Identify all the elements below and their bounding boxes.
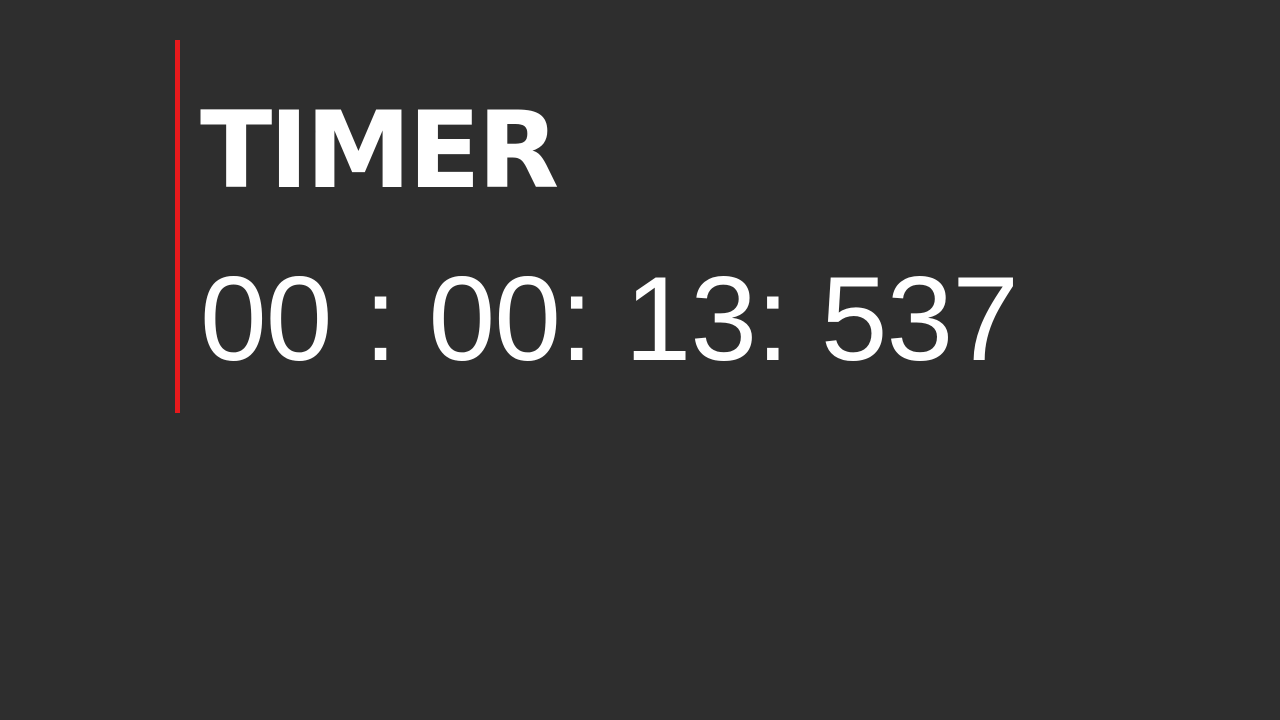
timer-title: TIMER [200, 89, 559, 212]
timer-readout: 00 : 00: 13: 537 [200, 252, 1019, 386]
accent-bar [175, 40, 180, 413]
